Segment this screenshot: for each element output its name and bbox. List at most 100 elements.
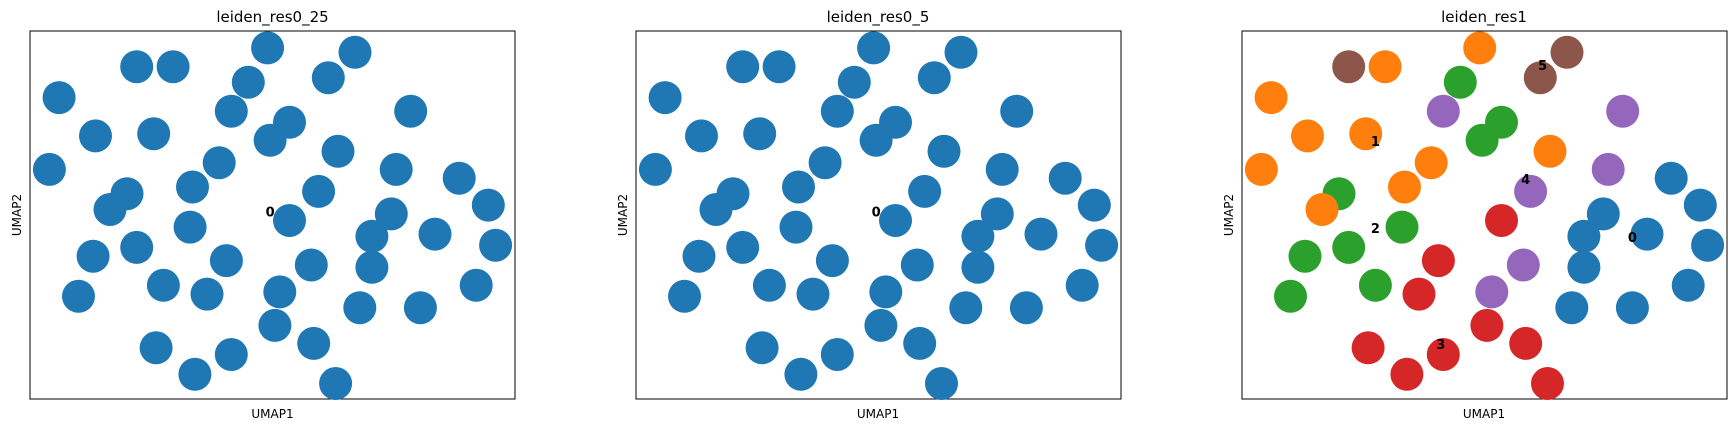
scatter-point-cluster-1 — [1463, 31, 1497, 65]
cluster-labels: 0 — [872, 206, 881, 221]
scatter-point-cluster-0 — [903, 326, 937, 360]
scatter-point-cluster-0 — [879, 204, 912, 237]
scatter-point-cluster-3 — [1390, 357, 1424, 391]
scatter-point-cluster-0 — [214, 94, 248, 128]
scatter-point-cluster-2 — [1385, 210, 1419, 244]
scatter-point-cluster-0 — [379, 152, 413, 186]
scatter-point-cluster-0 — [1555, 291, 1589, 325]
scatter-point-cluster-0 — [944, 35, 978, 69]
scatter-point-cluster-0 — [120, 230, 154, 264]
scatter-point-cluster-4 — [1514, 174, 1548, 208]
scatter-point-cluster-0 — [214, 338, 248, 371]
x-axis-label: UMAP1 — [251, 407, 293, 421]
scatter-point-cluster-0 — [726, 50, 760, 84]
scatter-point-cluster-2 — [1274, 279, 1307, 313]
scatter-point-cluster-0 — [42, 81, 76, 115]
scatter-point-cluster-0 — [685, 119, 718, 153]
scatter-point-cluster-4 — [1591, 152, 1625, 186]
scatter-point-cluster-0 — [32, 152, 66, 186]
scatter-point-cluster-0 — [176, 170, 209, 204]
scatter-point-cluster-0 — [925, 367, 958, 400]
scatter-point-cluster-0 — [985, 152, 1019, 186]
chart-title: leiden_res0_25 — [216, 8, 328, 27]
scatter-point-cluster-0 — [1567, 250, 1601, 284]
scatter-point-cluster-3 — [1351, 331, 1385, 365]
cluster-label: 2 — [1371, 222, 1380, 237]
scatter-point-cluster-0 — [638, 152, 672, 186]
scatter-point-cluster-0 — [900, 248, 934, 282]
scatter-point-cluster-5 — [1523, 61, 1557, 95]
scatter-point-cluster-0 — [1615, 291, 1649, 325]
scatter-point-cluster-0 — [253, 123, 287, 157]
scatter-point-cluster-3 — [1470, 308, 1504, 342]
scatter-points — [638, 31, 1119, 400]
scatter-point-cluster-2 — [1465, 123, 1499, 157]
scatter-point-cluster-0 — [1691, 228, 1725, 262]
scatter-points — [1244, 31, 1725, 400]
scatter-point-cluster-0 — [815, 244, 849, 278]
scatter-point-cluster-3 — [1531, 367, 1564, 400]
scatter-point-cluster-0 — [374, 197, 408, 231]
scatter-point-cluster-0 — [1009, 291, 1043, 325]
scatter-point-cluster-0 — [338, 35, 372, 69]
scatter-point-cluster-0 — [93, 193, 127, 226]
scatter-point-cluster-0 — [258, 308, 292, 342]
scatter-point-cluster-0 — [668, 279, 701, 313]
scatter-point-cluster-0 — [294, 248, 328, 282]
scatter-point-cluster-2 — [1443, 65, 1477, 99]
scatter-point-cluster-0 — [1000, 94, 1034, 128]
scatter-point-cluster-0 — [1077, 188, 1111, 222]
scatter-point-cluster-3 — [1402, 277, 1436, 311]
scatter-point-cluster-4 — [1606, 94, 1640, 128]
scatter-point-cluster-0 — [859, 123, 893, 157]
scatter-point-cluster-0 — [1654, 161, 1688, 195]
scatter-point-cluster-0 — [782, 170, 815, 204]
scatter-point-cluster-0 — [471, 188, 505, 222]
scatter-point-cluster-0 — [1671, 268, 1705, 302]
scatter-point-cluster-4 — [1475, 275, 1509, 309]
scatter-point-cluster-0 — [459, 268, 493, 302]
scatter-point-cluster-0 — [273, 204, 306, 237]
scatter-point-cluster-1 — [1244, 152, 1278, 186]
scatter-point-cluster-4 — [1426, 94, 1460, 128]
chart-title: leiden_res1 — [1441, 8, 1527, 27]
scatter-point-cluster-2 — [1358, 268, 1392, 302]
scatter-point-cluster-1 — [1368, 50, 1402, 84]
scatter-point-cluster-1 — [1305, 193, 1339, 226]
cluster-label: 5 — [1538, 59, 1547, 74]
scatter-point-cluster-0 — [869, 275, 903, 309]
scatter-point-cluster-3 — [1509, 326, 1543, 360]
scatter-point-cluster-5 — [1550, 35, 1584, 69]
scatter-point-cluster-0 — [820, 338, 854, 371]
scatter-point-cluster-0 — [784, 357, 818, 391]
scatter-point-cluster-0 — [857, 31, 891, 65]
scatter-point-cluster-0 — [1024, 217, 1058, 251]
scatter-point-cluster-0 — [137, 117, 171, 151]
scatter-point-cluster-0 — [263, 275, 297, 309]
scatter-point-cluster-0 — [146, 268, 180, 302]
y-axis-label: UMAP2 — [616, 194, 630, 236]
cluster-label: 0 — [1628, 231, 1637, 246]
scatter-point-cluster-0 — [231, 65, 265, 99]
scatter-point-cluster-0 — [311, 61, 345, 95]
scatter-point-cluster-0 — [120, 50, 154, 84]
scatter-points — [32, 31, 513, 400]
scatter-point-cluster-0 — [479, 228, 513, 262]
scatter-point-cluster-3 — [1421, 244, 1455, 278]
scatter-point-cluster-0 — [355, 219, 389, 253]
scatter-point-cluster-1 — [1414, 146, 1448, 180]
scatter-point-cluster-0 — [1683, 188, 1717, 222]
x-axis-label: UMAP1 — [857, 407, 899, 421]
scatter-point-cluster-3 — [1485, 204, 1518, 237]
scatter-point-cluster-0 — [418, 217, 452, 251]
cluster-label: 0 — [266, 206, 275, 221]
panel-leiden-res1: leiden_res1 0 1 2 3 4 5 UMAP1 UMAP2 — [1222, 8, 1728, 421]
scatter-point-cluster-0 — [726, 230, 760, 264]
y-axis-label: UMAP2 — [10, 194, 24, 236]
scatter-point-cluster-0 — [394, 94, 428, 128]
scatter-point-cluster-0 — [1048, 161, 1082, 195]
scatter-point-cluster-0 — [343, 291, 377, 325]
panel-leiden-res0-5: leiden_res0_5 0 UMAP1 UMAP2 — [616, 8, 1122, 421]
scatter-point-cluster-0 — [190, 277, 224, 311]
scatter-point-cluster-0 — [442, 161, 476, 195]
